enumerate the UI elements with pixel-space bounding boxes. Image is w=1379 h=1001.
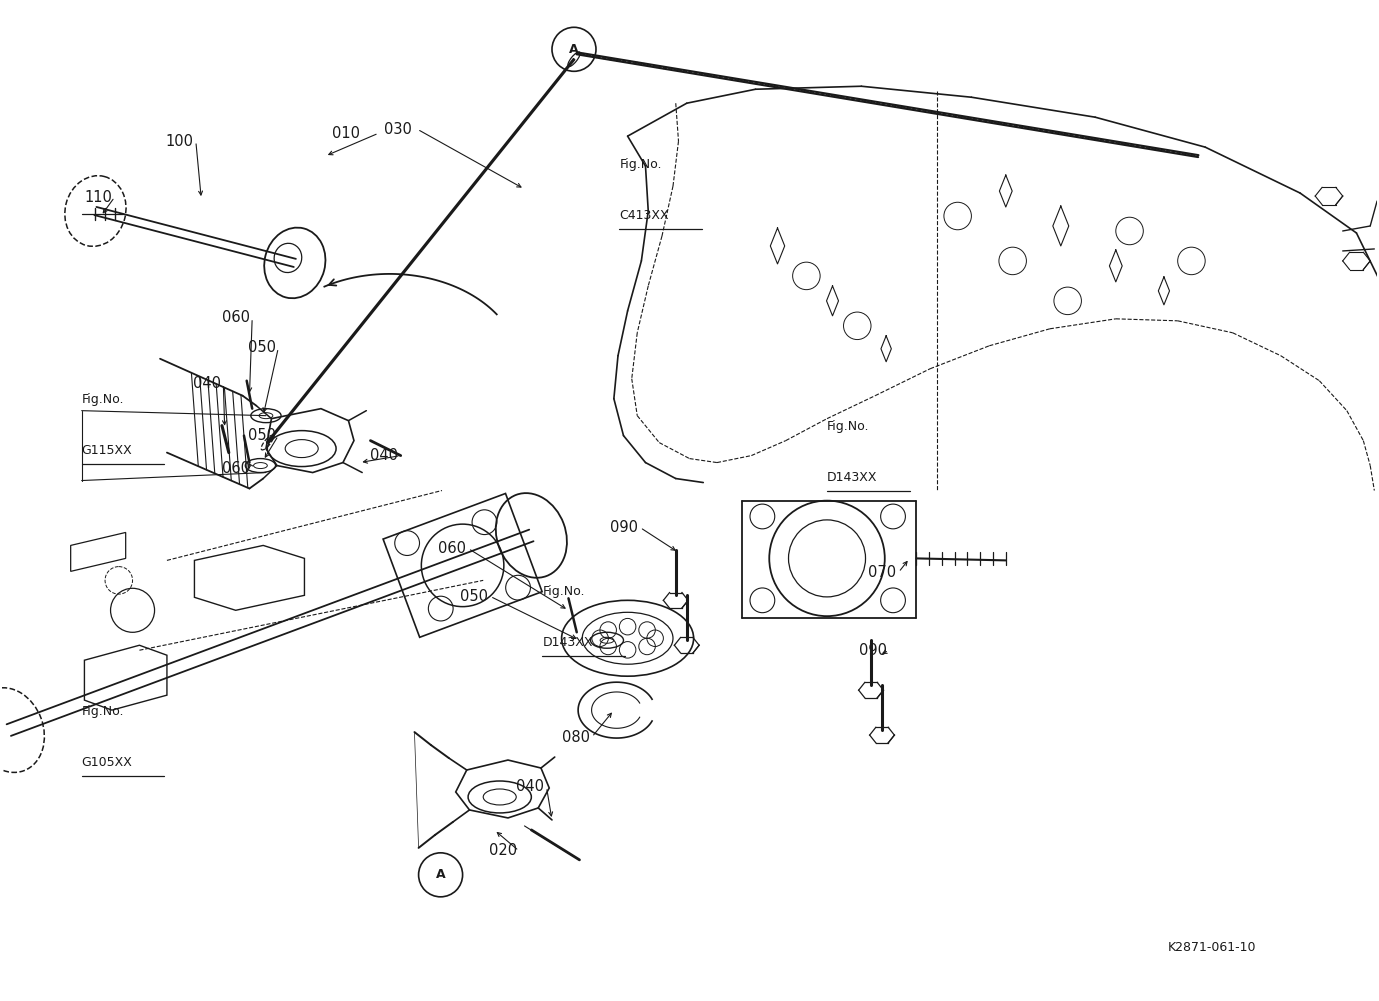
Text: 080: 080 — [561, 730, 590, 745]
Text: Fig.No.: Fig.No. — [81, 392, 124, 405]
Text: 060: 060 — [439, 541, 466, 556]
Text: 050: 050 — [248, 428, 276, 443]
Text: G115XX: G115XX — [81, 443, 132, 456]
Text: K2871-061-10: K2871-061-10 — [1168, 941, 1256, 954]
Text: A: A — [436, 868, 445, 881]
Text: 050: 050 — [459, 589, 488, 604]
Text: 010: 010 — [332, 126, 360, 141]
Text: Fig.No.: Fig.No. — [619, 158, 662, 171]
Text: 100: 100 — [165, 134, 193, 148]
Text: 040: 040 — [193, 376, 221, 391]
Text: 070: 070 — [869, 565, 896, 580]
Text: G105XX: G105XX — [81, 756, 132, 769]
Text: 020: 020 — [488, 844, 517, 859]
Text: 060: 060 — [222, 461, 250, 476]
Text: 040: 040 — [516, 780, 545, 795]
Text: 110: 110 — [84, 189, 112, 204]
Text: 090: 090 — [859, 643, 887, 658]
Text: 090: 090 — [610, 520, 637, 535]
Text: D143XX: D143XX — [542, 637, 593, 650]
Text: 050: 050 — [248, 340, 276, 355]
Text: A: A — [570, 43, 579, 56]
Text: 060: 060 — [222, 310, 250, 325]
Text: 040: 040 — [371, 448, 399, 463]
Text: Fig.No.: Fig.No. — [81, 705, 124, 718]
Text: C413XX: C413XX — [619, 209, 669, 222]
Text: 030: 030 — [385, 122, 412, 137]
Text: D143XX: D143XX — [827, 470, 877, 483]
Text: Fig.No.: Fig.No. — [542, 586, 585, 599]
Text: Fig.No.: Fig.No. — [827, 419, 870, 432]
